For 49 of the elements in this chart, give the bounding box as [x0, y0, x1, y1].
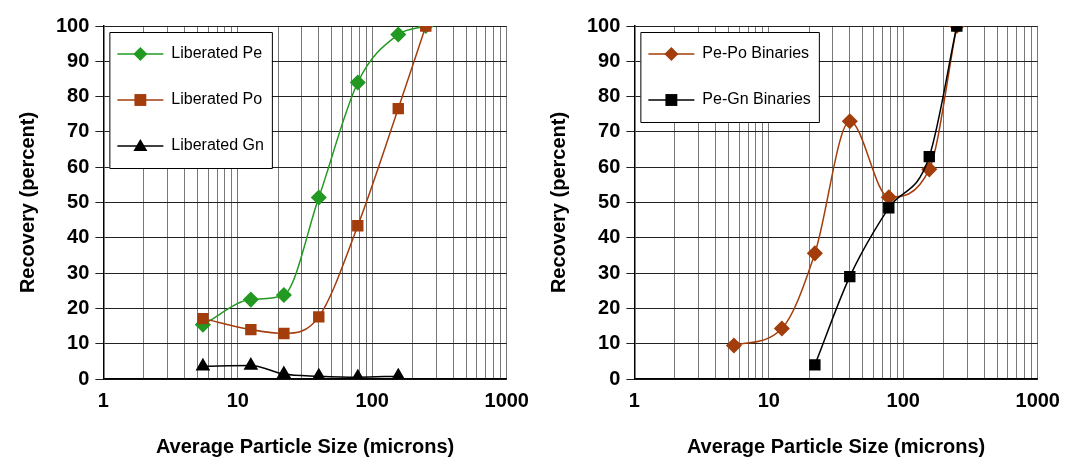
point	[311, 368, 326, 379]
y-tick-label: 0	[609, 366, 621, 389]
point	[197, 312, 209, 325]
legend-label: Pe-Po Binaries	[702, 44, 810, 62]
y-tick-label: 10	[598, 331, 621, 354]
x-tick-label: 1	[97, 388, 109, 411]
y-axis-title: Recovery (percent)	[15, 111, 38, 294]
point	[311, 189, 327, 206]
x-tick-label: 1000	[1015, 388, 1060, 411]
x-tick-label: 10	[226, 388, 249, 411]
x-tick-label: 10	[757, 388, 780, 411]
x-axis-title: Average Particle Size (microns)	[155, 434, 455, 457]
x-tick-label: 1000	[484, 388, 529, 411]
y-tick-label: 10	[67, 331, 90, 354]
point	[352, 220, 364, 232]
legend-label: Liberated Pe	[171, 44, 263, 62]
y-tick-label: 60	[67, 154, 90, 177]
y-tick-label: 50	[598, 190, 621, 213]
point	[390, 26, 407, 43]
point	[391, 368, 406, 379]
y-axis-title: Recovery (percent)	[546, 111, 569, 294]
y-tick-label: 80	[67, 84, 90, 107]
x-axis-title: Average Particle Size (microns)	[686, 434, 986, 457]
y-tick-label: 80	[598, 84, 621, 107]
y-tick-label: 30	[598, 260, 621, 283]
y-tick-label: 50	[67, 190, 90, 213]
y-tick-label: 100	[55, 13, 90, 36]
y-tick-label: 40	[67, 225, 90, 248]
y-tick-label: 90	[67, 48, 90, 71]
legend-label: Liberated Gn	[171, 136, 264, 154]
x-tick-label: 100	[355, 388, 389, 411]
legend-label: Liberated Po	[171, 90, 263, 108]
x-tick-label: 100	[886, 388, 920, 411]
y-tick-label: 60	[598, 154, 621, 177]
point	[350, 74, 366, 91]
y-tick-label: 100	[586, 13, 621, 36]
y-tick-label: 40	[598, 225, 621, 248]
y-tick-label: 20	[67, 295, 90, 318]
y-tick-label: 0	[78, 366, 90, 389]
y-tick-label: 90	[598, 48, 621, 71]
point	[196, 358, 210, 371]
point	[313, 311, 325, 323]
x-tick-label: 1	[628, 388, 640, 411]
legend-label: Pe-Gn Binaries	[702, 90, 811, 108]
point	[392, 102, 404, 115]
y-tick-label: 70	[67, 119, 90, 142]
y-tick-label: 20	[598, 295, 621, 318]
y-tick-label: 30	[67, 260, 90, 283]
y-tick-label: 70	[598, 119, 621, 142]
